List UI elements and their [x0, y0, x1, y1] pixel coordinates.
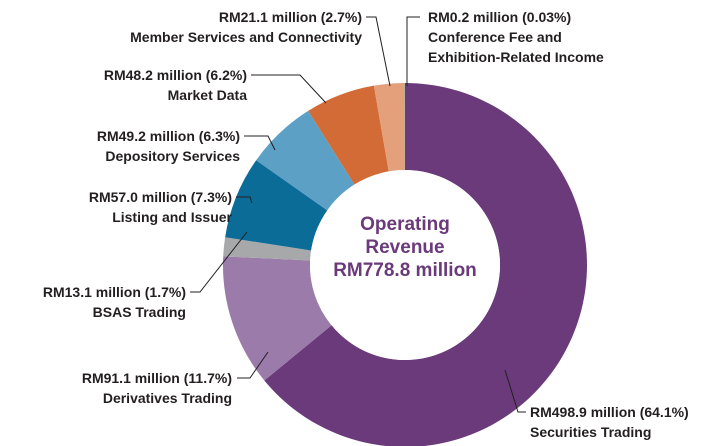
category-label: Market Data	[167, 87, 247, 103]
donut-slice	[256, 110, 355, 211]
value-label: RM57.0 million (7.3%)	[88, 189, 232, 205]
category-label: Securities Trading	[530, 424, 652, 440]
value-label: RM13.1 million (1.7%)	[42, 284, 186, 300]
category-label: Depository Services	[105, 148, 240, 164]
slice-label: RM48.2 million (6.2%) Market Data	[104, 65, 247, 105]
donut-slice	[223, 256, 332, 381]
donut-slice	[373, 83, 405, 172]
leader-line	[244, 135, 276, 151]
leader-line	[406, 16, 420, 86]
total-label: RM778.8 million	[333, 260, 477, 281]
value-label: RM91.1 million (11.7%)	[81, 370, 232, 386]
slice-label: RM498.9 million (64.1%) Securities Tradin…	[530, 402, 689, 442]
value-label: RM498.9 million (64.1%)	[530, 404, 689, 420]
value-label: RM21.1 million (2.7%)	[218, 9, 362, 25]
leader-line	[251, 74, 327, 104]
value-label: RM0.2 million (0.03%)	[428, 9, 572, 25]
donut-slice	[223, 237, 312, 261]
slice-label: RM13.1 million (1.7%) BSAS Trading	[43, 282, 186, 322]
donut-slice	[308, 85, 389, 185]
slice-label: RM91.1 million (11.7%) Derivatives Tradin…	[82, 368, 232, 408]
slice-label: RM57.0 million (7.3%) Listing and Issuer	[89, 187, 232, 227]
leader-line	[504, 369, 526, 413]
leader-line	[190, 231, 248, 293]
value-label: RM48.2 million (6.2%)	[103, 67, 247, 83]
leader-line	[236, 196, 253, 204]
leader-line	[366, 16, 391, 87]
donut-hole	[310, 170, 500, 360]
category-label: Derivatives Trading	[102, 390, 232, 406]
leader-line	[237, 351, 269, 379]
category-label: Member Services and Connectivity	[130, 29, 362, 45]
slice-label: RM49.2 million (6.3%) Depository Services	[97, 126, 240, 166]
slice-label: RM21.1 million (2.7%) Member Services and…	[130, 7, 362, 47]
donut-slice	[225, 160, 328, 251]
category-label: BSAS Trading	[92, 304, 186, 320]
category-label: Conference Fee and Exhibition-Related In…	[428, 29, 604, 65]
center-label: Operating Revenue RM778.8 million	[330, 213, 480, 282]
donut-slice	[264, 83, 587, 446]
chart-title: Operating Revenue	[360, 214, 450, 258]
value-label: RM49.2 million (6.3%)	[96, 128, 240, 144]
category-label: Listing and Issuer	[112, 209, 232, 225]
slice-label: RM0.2 million (0.03%) Conference Fee and …	[428, 7, 628, 67]
